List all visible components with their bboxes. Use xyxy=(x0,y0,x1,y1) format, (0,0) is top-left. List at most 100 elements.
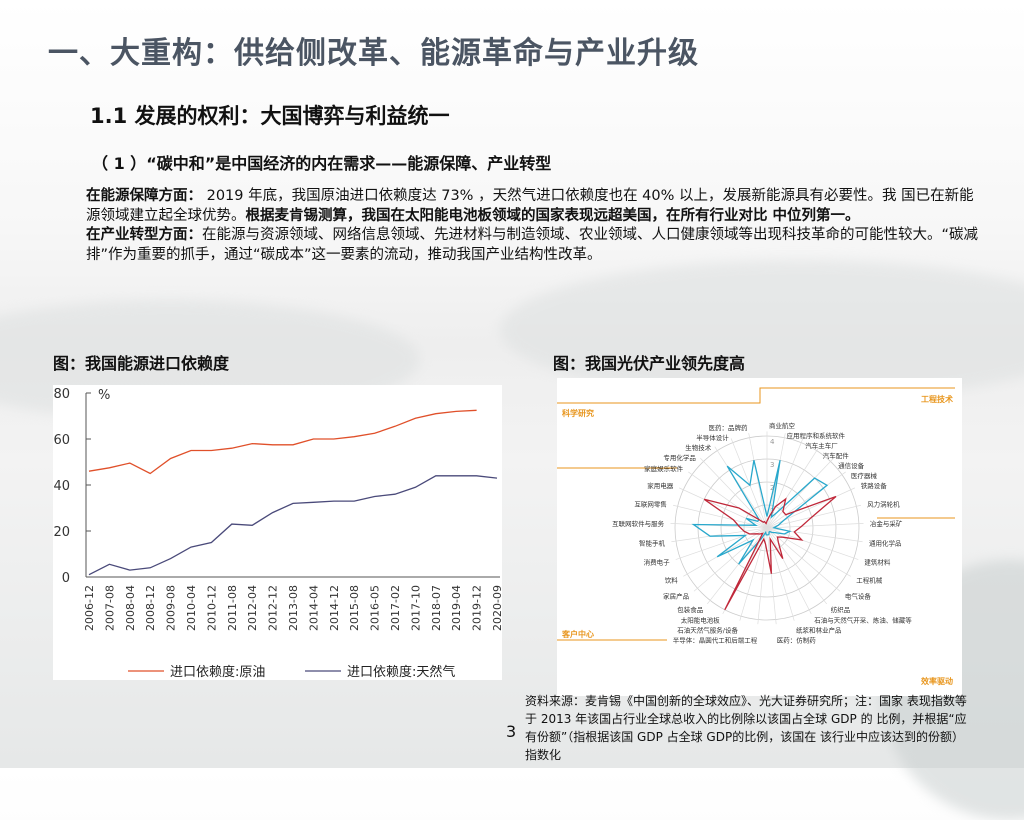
radar-axis-label: 建筑材料 xyxy=(864,558,891,567)
radar-axis-label: 生物技术 xyxy=(685,443,712,452)
radar-spoke xyxy=(678,487,768,529)
x-tick-label: 2016-05 xyxy=(369,585,382,631)
x-tick-label: 2014-04 xyxy=(307,585,320,631)
radar-ring-label: 2 xyxy=(770,484,774,492)
radar-spoke xyxy=(766,527,863,543)
y-tick-label: 20 xyxy=(53,525,70,540)
y-unit-label: % xyxy=(98,388,110,403)
import-dependency-chart: 0 20 40 60 80% 2006-12 2007-08 2008-04 2008-12 20… xyxy=(53,385,504,680)
pv-industry-radar-chart: 科学研究 工程技术 效率驱动 客户中心 1 2 3 4 商业航空 应用程序和系统软件 汽车主车厂 汽车… xyxy=(557,378,962,696)
radar-spoke xyxy=(766,457,834,529)
radar-spoke xyxy=(671,527,768,543)
radar-axis-label: 专用化学品 xyxy=(663,453,696,462)
radar-spoke xyxy=(766,527,851,577)
radar-axis-label: 汽车主车厂 xyxy=(805,441,838,450)
source-note: 资料来源：麦肯锡《中国创新的全球效应》、光大证券研究所；注：国家 表现指数等于 … xyxy=(525,694,967,762)
radar-spoke xyxy=(766,446,820,529)
x-tick-label: 2019-04 xyxy=(450,585,463,631)
page-number: 3 xyxy=(506,722,517,741)
radar-spoke xyxy=(700,457,768,529)
radar-axis-label: 纸浆和林业产品 xyxy=(796,626,842,635)
radar-axis-label: 电气设备 xyxy=(845,591,872,600)
x-tick-label: 2015-08 xyxy=(348,585,361,631)
radar-axis-label: 医药：品牌药 xyxy=(708,423,748,432)
radar-spoke xyxy=(766,523,864,529)
radar-spoke xyxy=(673,504,768,529)
radar-spoke xyxy=(766,487,856,529)
radar-series-2 xyxy=(703,495,837,611)
figure1-caption: 图：我国能源进口依赖度 xyxy=(53,354,230,373)
radar-spoke xyxy=(766,504,861,529)
radar-axis-label: 饮料 xyxy=(665,576,679,585)
quadrant-label: 效率驱动 xyxy=(921,676,953,686)
x-tick-label: 2006-12 xyxy=(83,585,96,631)
x-tick-label: 2019-12 xyxy=(471,585,484,631)
radar-axis-label: 通信设备 xyxy=(838,461,865,470)
radar-axis-label: 智能手机 xyxy=(639,539,666,548)
quadrant-line xyxy=(557,387,955,404)
x-tick-label: 2017-02 xyxy=(389,585,402,631)
quadrant-label: 客户中心 xyxy=(561,629,594,639)
radar-axis-label: 互联网零售 xyxy=(634,500,667,509)
radar-axis-label: 半导体：晶圆代工和后端工程 xyxy=(673,636,758,645)
p1-head: 在能源保障方面： xyxy=(86,188,202,204)
radar-spoke xyxy=(707,527,768,605)
x-tick-label: 2017-10 xyxy=(409,585,422,631)
x-tick-label: 2013-08 xyxy=(287,585,300,631)
radar-spoke xyxy=(766,438,804,529)
radar-axis-label: 汽车配件 xyxy=(823,451,850,460)
radar-axis-label: 家用电器 xyxy=(647,481,674,490)
x-tick-label: 2010-04 xyxy=(185,585,198,631)
radar-axis-label: 石油天然气服务/设备 xyxy=(677,626,738,635)
x-tick-label: 2011-08 xyxy=(226,585,239,631)
figure2-caption: 图：我国光伏产业领先度高 xyxy=(553,354,746,373)
radar-spoke xyxy=(688,471,768,529)
radar-ring-label: 3 xyxy=(770,461,774,469)
radar-spoke xyxy=(748,433,768,529)
radar-spoke xyxy=(675,527,768,560)
x-tick-label: 2007-08 xyxy=(103,585,116,631)
y-tick-label: 80 xyxy=(53,387,70,402)
radar-axis-label: 铁路设备 xyxy=(861,481,888,490)
quadrant-label: 科学研究 xyxy=(562,408,594,418)
radar-axis-label: 通用化学品 xyxy=(869,539,902,548)
radar-axis-label: 石油与天然气开采、炼油、储藏等 xyxy=(814,616,912,625)
radar-axis-label: 太阳能电池板 xyxy=(681,616,721,625)
radar-axis-label: 消费电子 xyxy=(644,558,671,567)
x-tick-label: 2012-04 xyxy=(246,585,259,631)
series-line-2 xyxy=(88,475,498,576)
radar-axis-label: 冶金与采矿 xyxy=(870,519,903,528)
p2-head: 在产业转型方面： xyxy=(86,227,202,243)
legend-label: 进口依赖度:原油 xyxy=(170,664,265,680)
x-tick-label: 2008-04 xyxy=(124,585,137,631)
subsection-heading: （ 1 ）“碳中和”是中国经济的内在需求——能源保障、产业转型 xyxy=(92,154,552,173)
quadrant-label: 工程技术 xyxy=(921,394,953,404)
section-heading: 1.1 发展的权利：大国博弈与利益统一 xyxy=(90,104,450,128)
radar-series-1 xyxy=(691,460,829,565)
radar-axis-label: 应用程序和系统软件 xyxy=(787,431,846,440)
x-tick-label: 2020-09 xyxy=(491,585,502,631)
radar-axis-label: 医疗器械 xyxy=(851,471,878,480)
legend-label: 进口依赖度:天然气 xyxy=(347,664,455,680)
radar-axis-label: 家居产品 xyxy=(663,591,689,600)
series-line-1 xyxy=(88,409,477,475)
radar-spoke xyxy=(670,523,768,529)
radar-spoke xyxy=(739,527,768,621)
x-tick-label: 2014-12 xyxy=(328,585,341,631)
x-tick-label: 2012-12 xyxy=(267,585,280,631)
p1-bold: 根据麦肯锡测算，我国在太阳能电池板领域的国家表现远超美国，在所有行业对比 中位列… xyxy=(245,207,860,224)
radar-spoke xyxy=(766,433,786,529)
radar-spoke xyxy=(766,471,846,529)
radar-spoke xyxy=(714,446,768,529)
y-tick-label: 60 xyxy=(53,433,70,448)
radar-spoke xyxy=(766,527,812,615)
slide-title: 一、大重构：供给侧改革、能源革命与产业升级 xyxy=(48,36,699,71)
radar-spoke xyxy=(730,438,768,529)
radar-axis-label: 风力涡轮机 xyxy=(867,500,900,509)
radar-spoke xyxy=(766,527,777,625)
x-tick-label: 2008-12 xyxy=(144,585,157,631)
radar-spoke xyxy=(766,527,795,621)
x-tick-label: 2010-12 xyxy=(205,585,218,631)
p1-text: 2019 年底，我国原油进口依赖度达 73% ，天然气进口依赖度也在 40% 以… xyxy=(86,188,974,224)
line-chart-svg: 0 20 40 60 80 % 2006-12 2007-08 2008-04 2008-12 20… xyxy=(53,387,504,680)
